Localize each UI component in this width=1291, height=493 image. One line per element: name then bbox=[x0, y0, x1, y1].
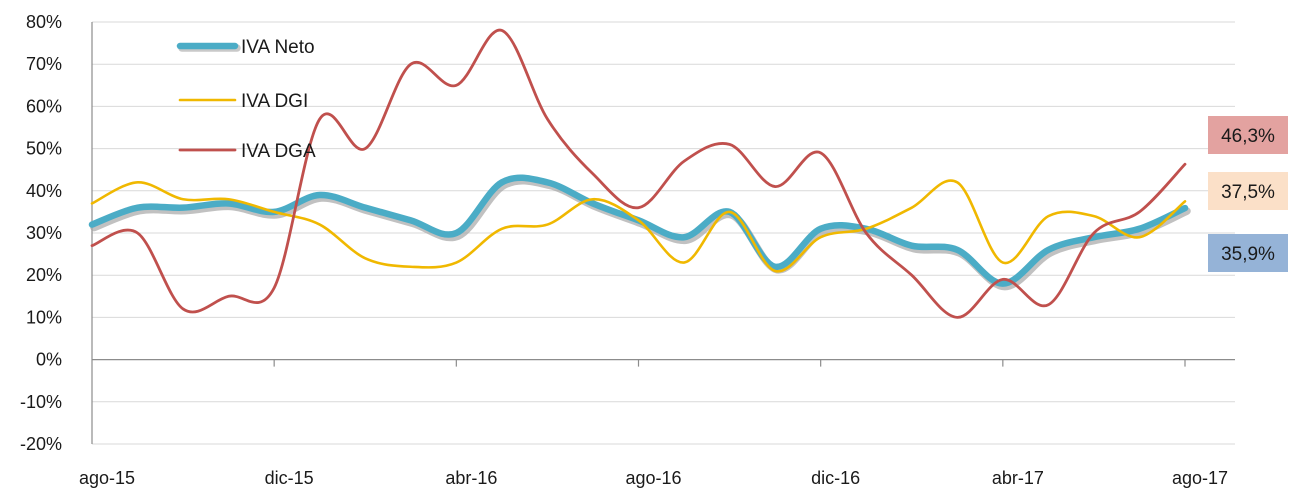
series-line-iva-neto bbox=[88, 174, 1189, 287]
end-label-box bbox=[1208, 234, 1288, 272]
end-labels: 46,3% 37,5% 35,9% bbox=[1208, 116, 1288, 272]
x-tick-label: abr-16 bbox=[445, 468, 497, 488]
y-tick-label: 50% bbox=[26, 139, 62, 159]
x-tick-label: ago-15 bbox=[79, 468, 135, 488]
series-line-iva-dgi bbox=[90, 179, 1187, 273]
y-tick-label: -10% bbox=[20, 392, 62, 412]
legend-label-iva-dga: IVA DGA bbox=[241, 141, 316, 162]
y-tick-label: 10% bbox=[26, 307, 62, 327]
end-label: 37,5% bbox=[1208, 172, 1288, 210]
x-tick-label: abr-17 bbox=[992, 468, 1044, 488]
y-tick-label: 30% bbox=[26, 223, 62, 243]
end-label-text: 46,3% bbox=[1221, 126, 1275, 147]
y-tick-label: 60% bbox=[26, 96, 62, 116]
legend-label-iva-neto: IVA Neto bbox=[241, 37, 315, 58]
end-label: 35,9% bbox=[1208, 234, 1288, 272]
series-lines bbox=[88, 29, 1191, 319]
y-tick-label: -20% bbox=[20, 434, 62, 454]
y-tick-label: 20% bbox=[26, 265, 62, 285]
y-tick-label: 40% bbox=[26, 181, 62, 201]
series-line-iva-dga bbox=[90, 29, 1187, 319]
legend: IVA Neto IVA DGI IVA DGA bbox=[176, 37, 316, 162]
x-tick-label: dic-15 bbox=[265, 468, 314, 488]
end-label-text: 35,9% bbox=[1221, 244, 1275, 265]
end-label: 46,3% bbox=[1208, 116, 1288, 154]
axes: 80% 70% 60% 50% 40% 30% 20% 10% 0% -10% -20% ago-15… bbox=[20, 12, 1235, 488]
end-label-box bbox=[1208, 172, 1288, 210]
legend-label-iva-dgi: IVA DGI bbox=[241, 91, 308, 112]
y-tick-label: 70% bbox=[26, 54, 62, 74]
y-tick-label: 80% bbox=[26, 12, 62, 32]
x-tick-label: dic-16 bbox=[811, 468, 860, 488]
end-label-box bbox=[1208, 116, 1288, 154]
x-tick-label: ago-17 bbox=[1172, 468, 1228, 488]
end-label-text: 37,5% bbox=[1221, 182, 1275, 203]
x-tick-label: ago-16 bbox=[625, 468, 681, 488]
y-tick-label: 0% bbox=[36, 350, 62, 370]
